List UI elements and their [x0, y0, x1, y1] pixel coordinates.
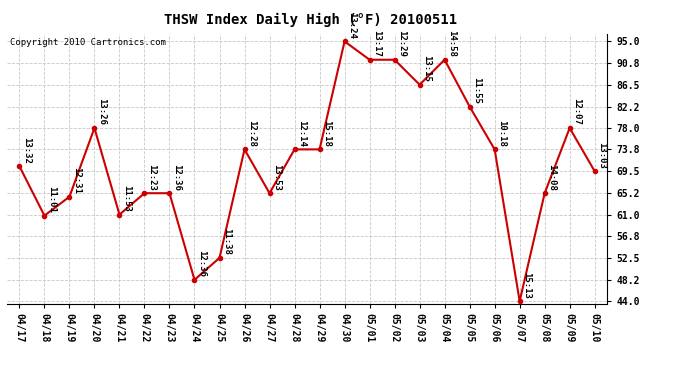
Text: Copyright 2010 Cartronics.com: Copyright 2010 Cartronics.com: [10, 38, 166, 47]
Text: 15:18: 15:18: [322, 120, 331, 147]
Text: THSW Index Daily High (°F) 20100511: THSW Index Daily High (°F) 20100511: [164, 13, 457, 27]
Text: 10:18: 10:18: [497, 120, 506, 147]
Text: 12:36: 12:36: [197, 250, 206, 277]
Text: 14:08: 14:08: [547, 164, 556, 190]
Text: 12:14: 12:14: [297, 120, 306, 147]
Text: 11:55: 11:55: [473, 77, 482, 104]
Text: 13:32: 13:32: [22, 136, 31, 164]
Text: 12:36: 12:36: [172, 164, 181, 190]
Text: 13:26: 13:26: [97, 98, 106, 125]
Text: 13:03: 13:03: [598, 142, 607, 168]
Text: 13:15: 13:15: [422, 55, 431, 82]
Text: 12:28: 12:28: [247, 120, 256, 147]
Text: 12:07: 12:07: [573, 98, 582, 125]
Text: 15:13: 15:13: [522, 272, 531, 298]
Text: 13:17: 13:17: [373, 30, 382, 57]
Text: 12:23: 12:23: [147, 164, 156, 190]
Text: 14:58: 14:58: [447, 30, 456, 57]
Text: 13:53: 13:53: [273, 164, 282, 190]
Text: 12:31: 12:31: [72, 167, 81, 194]
Text: 13:24: 13:24: [347, 12, 356, 39]
Text: 11:38: 11:38: [222, 228, 231, 255]
Text: 12:29: 12:29: [397, 30, 406, 57]
Text: 11:01: 11:01: [47, 186, 56, 213]
Text: 11:53: 11:53: [122, 185, 131, 212]
